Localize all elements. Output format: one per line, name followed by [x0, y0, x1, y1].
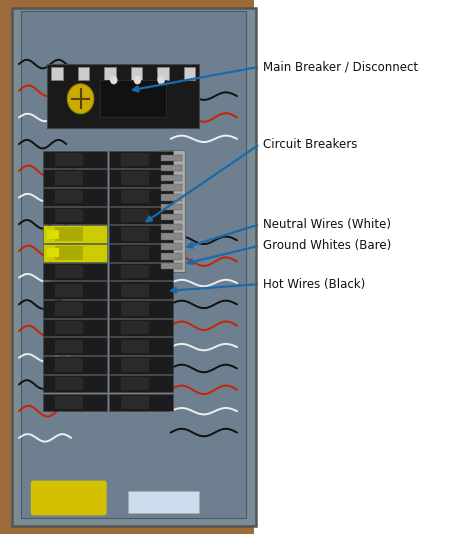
Bar [55, 171, 83, 185]
Bar [55, 377, 83, 390]
Bar [121, 377, 149, 390]
Bar [47, 230, 59, 239]
Text: Circuit Breakers: Circuit Breakers [263, 138, 357, 151]
Bar [12, 8, 256, 526]
Bar [43, 244, 107, 262]
Bar [121, 265, 149, 278]
Bar [121, 302, 149, 316]
Bar [109, 375, 173, 392]
Bar [161, 253, 182, 260]
Bar [161, 263, 182, 269]
Bar [43, 281, 107, 299]
Bar [109, 244, 173, 262]
Circle shape [67, 84, 94, 114]
Bar [55, 153, 83, 166]
Bar [43, 151, 107, 168]
Bar [121, 171, 149, 185]
Bar [121, 284, 149, 297]
Bar [161, 204, 182, 210]
Bar [159, 150, 185, 272]
Bar [121, 358, 149, 372]
Bar [109, 151, 173, 168]
Bar [157, 67, 169, 80]
Bar [161, 224, 182, 230]
Circle shape [157, 76, 165, 84]
Bar [109, 169, 173, 187]
Bar [43, 300, 107, 318]
Bar [121, 340, 149, 353]
Bar [55, 246, 83, 260]
Bar [109, 356, 173, 374]
Bar [55, 321, 83, 334]
Bar [161, 214, 182, 220]
Bar [109, 207, 173, 224]
Bar [121, 190, 149, 203]
Text: Ground Whites (Bare): Ground Whites (Bare) [263, 239, 392, 252]
Bar [104, 67, 116, 80]
Bar [109, 263, 173, 280]
Bar [121, 227, 149, 241]
Bar [43, 188, 107, 206]
Bar [55, 190, 83, 203]
Circle shape [110, 76, 118, 84]
Bar [161, 244, 182, 250]
Bar [55, 396, 83, 409]
Bar [43, 356, 107, 374]
Bar [161, 164, 182, 171]
Bar [43, 337, 107, 355]
Bar [55, 209, 83, 222]
Bar [161, 175, 182, 181]
Bar [121, 396, 149, 409]
Bar [21, 11, 246, 518]
Bar [47, 248, 59, 257]
Text: Main Breaker / Disconnect: Main Breaker / Disconnect [263, 60, 418, 73]
Bar [43, 263, 107, 280]
Bar [161, 155, 182, 161]
Bar [121, 246, 149, 260]
Circle shape [134, 76, 141, 84]
Bar [121, 209, 149, 222]
Bar [43, 169, 107, 187]
Bar [184, 67, 195, 80]
Bar [109, 188, 173, 206]
Bar [51, 67, 63, 80]
Bar [55, 265, 83, 278]
Bar [109, 337, 173, 355]
Bar [55, 302, 83, 316]
Bar [0, 0, 254, 534]
Bar [109, 300, 173, 318]
Bar [43, 207, 107, 224]
Bar [161, 233, 182, 240]
Bar [109, 281, 173, 299]
Bar [55, 284, 83, 297]
Bar [43, 394, 107, 411]
Bar [43, 225, 107, 243]
Bar [109, 225, 173, 243]
FancyBboxPatch shape [31, 481, 107, 515]
Bar [55, 358, 83, 372]
Text: Neutral Wires (White): Neutral Wires (White) [263, 218, 391, 231]
Bar [47, 64, 199, 128]
Bar [161, 184, 182, 191]
Bar [55, 340, 83, 353]
Bar [109, 319, 173, 336]
Bar [121, 321, 149, 334]
Text: Hot Wires (Black): Hot Wires (Black) [263, 278, 365, 290]
Bar [128, 491, 199, 513]
Bar [109, 394, 173, 411]
Bar [78, 67, 89, 80]
Bar [161, 194, 182, 201]
Bar [55, 227, 83, 241]
Bar [43, 375, 107, 392]
Bar [131, 67, 142, 80]
Bar [121, 153, 149, 166]
Bar [100, 80, 166, 117]
Bar [43, 319, 107, 336]
